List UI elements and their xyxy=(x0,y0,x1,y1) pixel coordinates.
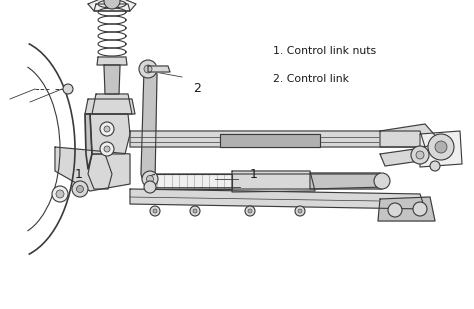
Polygon shape xyxy=(97,57,127,65)
Circle shape xyxy=(298,209,302,213)
Circle shape xyxy=(428,134,454,160)
Text: 1: 1 xyxy=(74,168,82,181)
Circle shape xyxy=(245,206,255,216)
Circle shape xyxy=(104,146,110,152)
Polygon shape xyxy=(104,65,120,94)
Polygon shape xyxy=(94,4,130,11)
Circle shape xyxy=(150,206,160,216)
Circle shape xyxy=(100,122,114,136)
Circle shape xyxy=(413,202,427,216)
Circle shape xyxy=(374,173,390,189)
Polygon shape xyxy=(141,69,157,181)
Polygon shape xyxy=(155,174,382,189)
Circle shape xyxy=(76,185,83,193)
Text: 1. Control link nuts: 1. Control link nuts xyxy=(273,46,376,56)
Circle shape xyxy=(63,84,73,94)
Polygon shape xyxy=(55,147,130,191)
Circle shape xyxy=(72,181,88,197)
Polygon shape xyxy=(90,114,130,154)
Polygon shape xyxy=(88,154,112,189)
Circle shape xyxy=(248,209,252,213)
Circle shape xyxy=(411,146,429,164)
Circle shape xyxy=(139,60,157,78)
Circle shape xyxy=(56,190,64,198)
Polygon shape xyxy=(420,131,462,167)
Circle shape xyxy=(142,171,158,187)
Circle shape xyxy=(52,186,68,202)
Polygon shape xyxy=(148,66,170,72)
Text: 2. Control link: 2. Control link xyxy=(273,74,348,84)
Circle shape xyxy=(144,65,152,73)
Circle shape xyxy=(100,142,114,156)
Circle shape xyxy=(190,206,200,216)
Text: 2: 2 xyxy=(193,82,201,95)
Polygon shape xyxy=(310,173,385,189)
Polygon shape xyxy=(85,114,92,169)
Circle shape xyxy=(388,203,402,217)
Circle shape xyxy=(144,181,156,193)
Circle shape xyxy=(295,206,305,216)
Polygon shape xyxy=(220,134,320,147)
Polygon shape xyxy=(92,94,132,114)
Polygon shape xyxy=(130,189,425,209)
Polygon shape xyxy=(85,99,135,114)
Polygon shape xyxy=(232,171,315,192)
Circle shape xyxy=(153,209,157,213)
Circle shape xyxy=(435,141,447,153)
Circle shape xyxy=(146,176,154,183)
Circle shape xyxy=(104,0,120,9)
Circle shape xyxy=(104,126,110,132)
Polygon shape xyxy=(155,174,232,189)
Polygon shape xyxy=(130,131,425,147)
Polygon shape xyxy=(88,0,136,11)
Text: 1: 1 xyxy=(250,168,257,181)
Circle shape xyxy=(416,151,424,159)
Circle shape xyxy=(193,209,197,213)
Polygon shape xyxy=(380,149,420,166)
Polygon shape xyxy=(378,197,435,221)
Circle shape xyxy=(430,161,440,171)
Polygon shape xyxy=(380,124,440,147)
